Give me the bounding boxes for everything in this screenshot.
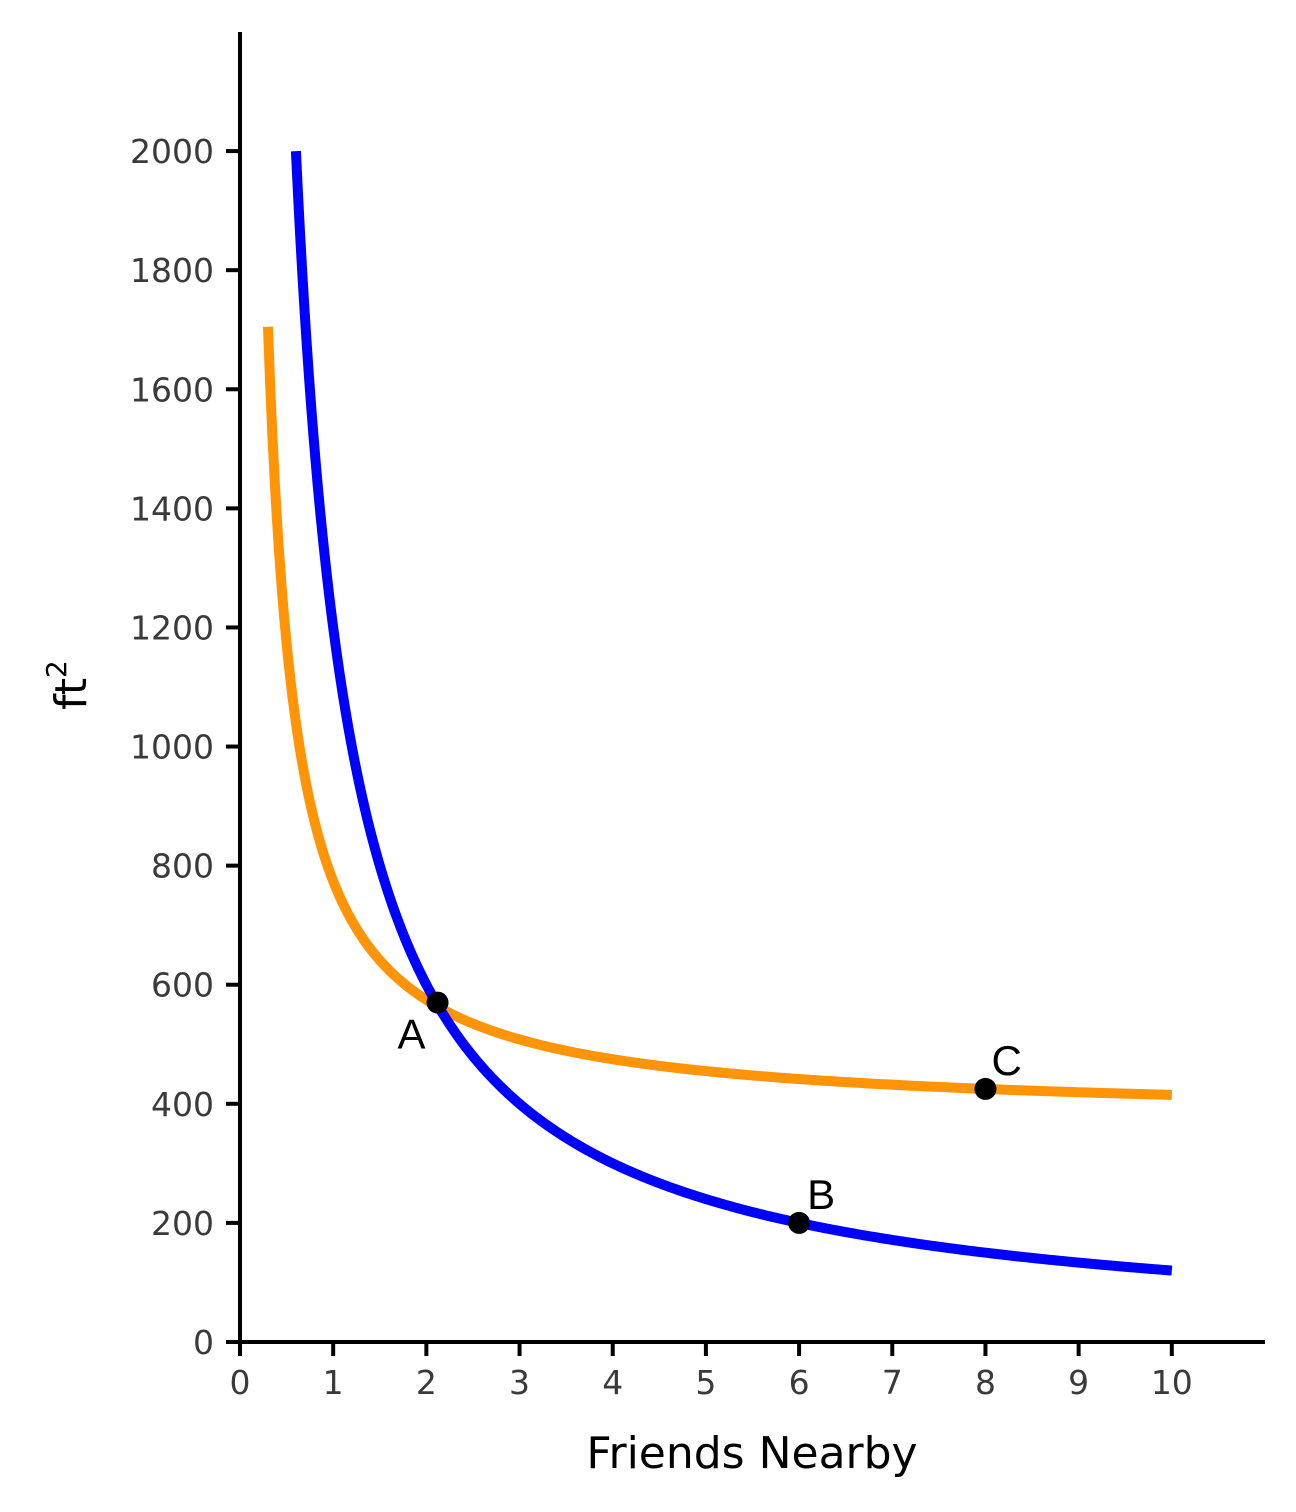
x-tick-label: 1 [323,1363,344,1402]
x-tick-label: 0 [230,1363,251,1402]
axes-layer [238,32,1265,1344]
y-tick-label: 1600 [130,370,214,409]
y-tick-label: 200 [151,1204,214,1243]
x-tick-label: 10 [1151,1363,1193,1402]
point-a-label: A [398,1011,426,1058]
y-tick-label: 1200 [130,608,214,647]
x-tick-label: 9 [1068,1363,1089,1402]
series-line-2 [290,150,1173,1276]
x-tick-label: 3 [509,1363,530,1402]
x-tick-label: 5 [695,1363,716,1402]
y-axis-title-superscript: 2 [40,660,73,678]
y-tick-label: 800 [151,847,214,886]
x-tick-label: 6 [789,1363,810,1402]
point-a-marker [426,991,449,1014]
x-axis-title: Friends Nearby [586,1428,917,1479]
point-b-label: B [807,1171,835,1218]
y-tick-label: 1400 [130,489,214,528]
point-b-marker [788,1211,811,1234]
series-line-1 [262,326,1172,1100]
y-tick-label: 2000 [130,132,214,171]
y-tick-label: 1800 [130,251,214,290]
ticks-layer: 0 1 2 3 4 5 6 7 8 9 10 0 200 400 600 800 1000 1200 1400 160… [130,132,1193,1402]
point-c-label: C [991,1037,1021,1084]
y-axis-title: ft2 [40,660,97,710]
x-tick-label: 8 [975,1363,996,1402]
series-layer [262,150,1173,1276]
points-layer: A B C [398,991,1022,1234]
point-c-marker [974,1077,997,1100]
y-tick-label: 600 [151,966,214,1005]
y-tick-label: 400 [151,1085,214,1124]
x-tick-label: 2 [416,1363,437,1402]
x-tick-label: 4 [602,1363,623,1402]
y-tick-label: 1000 [130,728,214,767]
y-tick-label: 0 [193,1323,214,1362]
x-tick-label: 7 [882,1363,903,1402]
y-axis-title-base: ft [46,678,97,710]
